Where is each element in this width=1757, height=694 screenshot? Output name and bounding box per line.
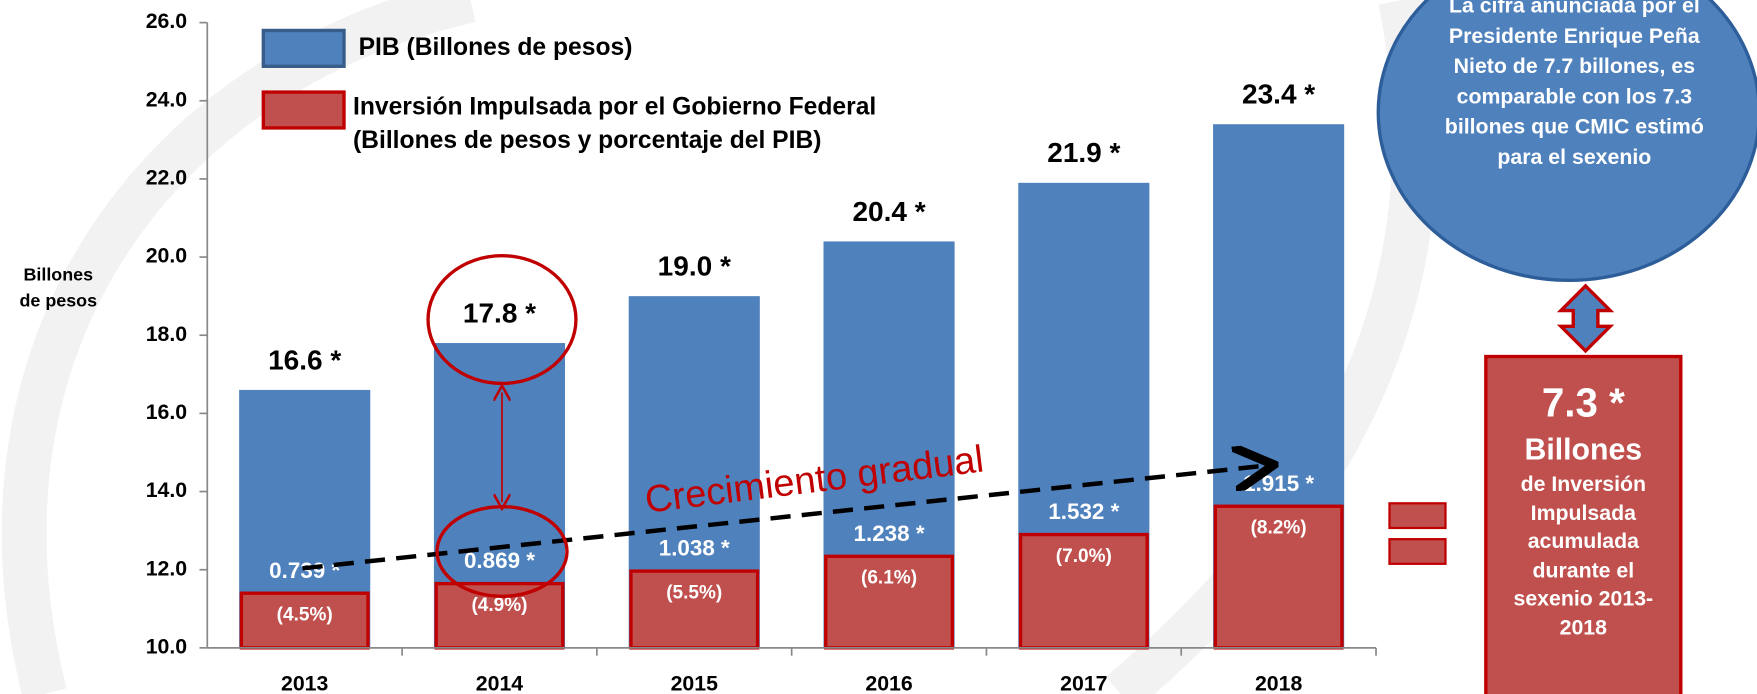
- legend-label: PIB (Billones de pesos): [359, 34, 633, 61]
- x-tick-label: 2013: [281, 671, 329, 694]
- legend-label: Inversión Impulsada por el Gobierno Fede…: [352, 92, 877, 154]
- bar: [824, 554, 955, 650]
- bar-pct-label: (8.2%): [1251, 518, 1307, 539]
- x-tick-label: 2014: [476, 671, 524, 694]
- summary-text: de Inversión Impulsada acumulada durante…: [1513, 473, 1654, 640]
- legend-swatch: [261, 90, 346, 130]
- bar: [1018, 532, 1149, 650]
- y-tick-label: 24.0: [146, 87, 187, 111]
- summary-text-box: de Inversión Impulsada acumulada durante…: [1513, 473, 1654, 640]
- bar-value-label: 20.4 *: [852, 196, 925, 227]
- double-arrow: [1556, 283, 1615, 354]
- bar: [1213, 504, 1344, 650]
- x-tick-label: 2016: [865, 671, 913, 694]
- bar-pct-label: (4.5%): [277, 605, 333, 626]
- bar-value-label: 1.238 *: [854, 521, 925, 546]
- equals-sign: [1388, 502, 1447, 530]
- bar-value-label: 1.532 *: [1048, 499, 1119, 524]
- trend-arrow: [302, 465, 1270, 571]
- y-tick-label: 26.0: [146, 9, 187, 33]
- bar-pct-label: (4.9%): [471, 595, 527, 616]
- y-tick-label: 18.0: [146, 322, 187, 346]
- bar-value-label: 0.739 *: [269, 558, 340, 583]
- y-tick-label: 20.0: [146, 244, 187, 268]
- y-tick-label: 12.0: [146, 556, 187, 580]
- summary-title: Billones: [1524, 434, 1642, 467]
- y-axis-label: de pesos: [19, 290, 97, 310]
- legend-swatch: [261, 28, 346, 68]
- y-tick-label: 10.0: [146, 634, 187, 658]
- summary-value: 7.3 *: [1542, 379, 1625, 425]
- bar-value-label: 21.9 *: [1047, 137, 1120, 168]
- y-tick-label: 14.0: [146, 478, 187, 502]
- bar-value-label: 1.038 *: [659, 536, 730, 561]
- bar-value-label: 23.4 *: [1242, 79, 1315, 110]
- bar-value-label: 1.915 *: [1243, 471, 1314, 496]
- bubble: [1376, 0, 1757, 282]
- highlight-ellipse: [426, 253, 578, 386]
- bar-value-label: 17.8 *: [463, 297, 536, 328]
- bar-pct-label: (6.1%): [861, 568, 917, 589]
- bar-pct-label: (5.5%): [666, 583, 722, 604]
- bar-value-label: 19.0 *: [658, 251, 731, 282]
- equals-sign: [1388, 538, 1447, 565]
- bar: [434, 581, 565, 650]
- y-axis-label: Billones: [23, 265, 93, 285]
- legend-label-box: Inversión Impulsada por el Gobierno Fede…: [352, 92, 877, 154]
- x-tick-label: 2017: [1060, 671, 1107, 694]
- x-tick-label: 2015: [671, 671, 719, 694]
- bubble-text-box: La cifra anunciada por el Presidente Enr…: [1444, 0, 1704, 170]
- x-tick-label: 2018: [1255, 671, 1303, 694]
- bar-pct-label: (7.0%): [1056, 546, 1112, 567]
- bar-value-label: 0.869 *: [464, 548, 535, 573]
- y-tick-label: 16.0: [146, 400, 187, 424]
- summary-box: [1484, 354, 1683, 694]
- bar-value-label: 16.6 *: [268, 344, 341, 375]
- bar: [239, 591, 370, 650]
- y-tick-label: 22.0: [146, 166, 187, 190]
- bubble-text: La cifra anunciada por el Presidente Enr…: [1444, 0, 1704, 170]
